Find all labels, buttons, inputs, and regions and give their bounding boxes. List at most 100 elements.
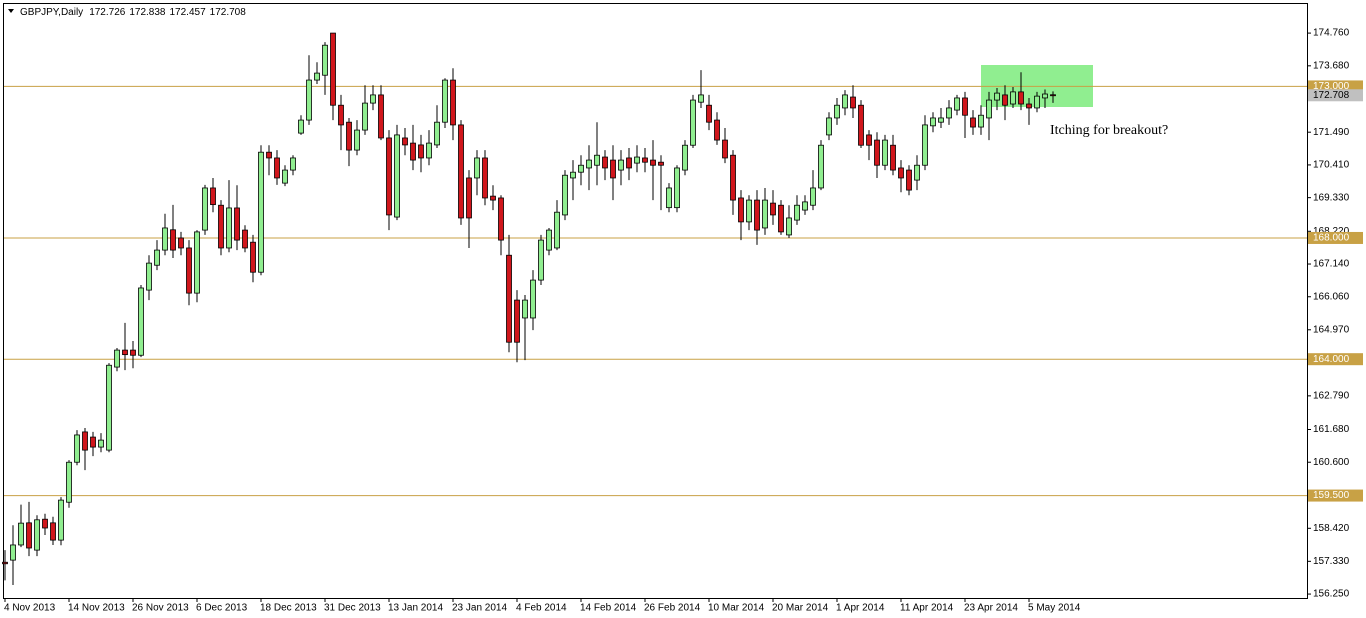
candle-body [834, 104, 840, 119]
candle-body [314, 72, 320, 81]
candle-body [890, 144, 896, 171]
last-price-box [1308, 89, 1363, 102]
candle-body [578, 164, 584, 173]
candle-body [898, 167, 904, 179]
candle-body [474, 157, 480, 179]
candle-body [1026, 103, 1032, 109]
candle-body [394, 134, 400, 218]
candle-body [58, 499, 64, 541]
candle-body [18, 522, 24, 546]
candle-body [562, 174, 568, 216]
candle-body [90, 436, 96, 448]
level-label-box [1308, 489, 1363, 502]
candle-body [386, 137, 392, 216]
candle-body [650, 159, 656, 166]
candle-body [850, 96, 856, 109]
y-tick-label: 164.970 [1313, 324, 1350, 335]
x-tick-label: 31 Dec 2013 [324, 603, 381, 614]
candle-body [482, 157, 488, 199]
candle-body [186, 247, 192, 294]
candle-body [602, 156, 608, 169]
candle-body [786, 217, 792, 236]
candle-body [226, 207, 232, 249]
level-label: 168.000 [1313, 233, 1350, 244]
candle-body [530, 279, 536, 319]
x-tick-label: 20 Mar 2014 [772, 603, 829, 614]
candle-body [1034, 95, 1040, 109]
candle-body [930, 117, 936, 127]
candle-body [522, 299, 528, 319]
candle-body [82, 431, 88, 451]
candle-body [610, 159, 616, 179]
candle-body [858, 104, 864, 146]
candle-body [842, 94, 848, 109]
x-tick-label: 23 Apr 2014 [964, 603, 1018, 614]
x-tick-label: 6 Dec 2013 [196, 603, 248, 614]
candle-body [994, 92, 1000, 101]
y-tick-label: 173.680 [1313, 60, 1350, 71]
candle-body [1042, 93, 1048, 99]
candle-body [778, 204, 784, 233]
candle-body [290, 157, 296, 171]
candle-body [866, 134, 872, 146]
y-tick-label: 161.680 [1313, 424, 1350, 435]
candle-body [922, 124, 928, 166]
candle-body [354, 129, 360, 151]
candle-body [170, 229, 176, 251]
candle-body [266, 151, 272, 159]
dropdown-icon[interactable] [8, 9, 14, 13]
candle-body [114, 349, 120, 368]
x-tick-label: 1 Apr 2014 [836, 603, 885, 614]
candle-body [130, 349, 136, 356]
candle-body [546, 229, 552, 251]
x-tick-label: 11 Apr 2014 [900, 603, 954, 614]
level-label-box [1308, 353, 1363, 366]
chart-header: GBPJPY,Daily 172.726 172.838 172.457 172.708 [20, 7, 246, 18]
candle-body [282, 169, 288, 184]
candle-body [178, 237, 184, 249]
candle-body [322, 44, 328, 76]
x-tick-label: 14 Feb 2014 [580, 603, 637, 614]
candle-body [762, 199, 768, 229]
candle-body [426, 142, 432, 159]
candle-body [2, 561, 8, 565]
candle-body [306, 79, 312, 121]
candle-body [626, 157, 632, 169]
candle-body [434, 121, 440, 146]
x-tick-label: 26 Feb 2014 [644, 603, 701, 614]
candle-body [690, 99, 696, 146]
candle-body [978, 114, 984, 128]
candle-body [26, 522, 32, 549]
candle-body [570, 171, 576, 179]
y-tick-label: 171.490 [1313, 127, 1350, 138]
y-tick-label: 157.330 [1313, 556, 1350, 567]
candle-body [1002, 94, 1008, 106]
candle-body [794, 204, 800, 221]
last-price-label: 172.708 [1313, 90, 1350, 101]
y-tick-label: 156.250 [1313, 589, 1350, 600]
candle-body [346, 121, 352, 151]
candle-body [618, 159, 624, 171]
candle-body [554, 211, 560, 249]
y-tick-label: 160.600 [1313, 457, 1350, 468]
candle-body [818, 144, 824, 189]
candle-body [122, 349, 128, 356]
candle-body [666, 187, 672, 209]
candle-body [986, 99, 992, 119]
candle-body [914, 164, 920, 181]
candle-body [466, 177, 472, 219]
chart-title: GBPJPY,Daily [20, 7, 83, 18]
y-tick-label: 174.760 [1313, 28, 1350, 39]
level-label: 159.500 [1313, 490, 1350, 501]
candle-body [746, 199, 752, 223]
y-tick-label: 170.410 [1313, 160, 1350, 171]
candle-body [1018, 91, 1024, 105]
candle-body [538, 239, 544, 281]
candle-body [698, 94, 704, 103]
plot-frame [3, 3, 1308, 599]
y-tick-label: 168.220 [1313, 226, 1350, 237]
candle-body [802, 201, 808, 211]
candle-body [810, 187, 816, 206]
